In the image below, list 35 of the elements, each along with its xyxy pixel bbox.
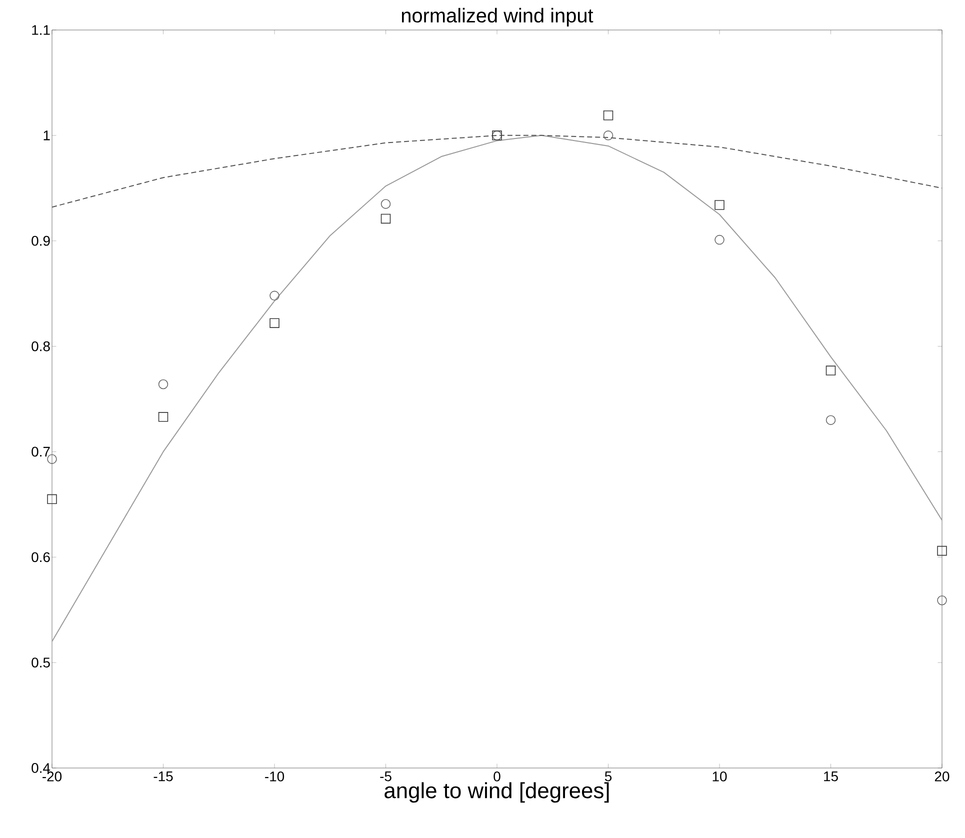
point: [603, 130, 614, 140]
y-tick-label: 0.4: [32, 763, 50, 773]
x-tick-label: 20: [934, 772, 950, 782]
chart-title: normalized wind input: [402, 8, 594, 27]
point: [270, 318, 280, 328]
point: [158, 412, 168, 422]
point: [714, 234, 724, 245]
point: [380, 214, 391, 224]
x-tick-label: 15: [824, 772, 838, 782]
y-tick-label: 0.8: [32, 341, 50, 352]
point: [937, 546, 947, 556]
point: [47, 494, 57, 504]
y-tick-label: 0.5: [32, 658, 50, 668]
x-tick-label: 5: [604, 772, 612, 782]
y-tick-label: 0.6: [32, 552, 50, 562]
point: [826, 366, 836, 376]
x-axis-title: angle to wind [degrees]: [384, 782, 609, 803]
x-tick-label: -10: [265, 772, 284, 782]
point: [380, 199, 391, 209]
x-tick-label: 10: [712, 772, 727, 782]
y-tick-label: 0.7: [32, 446, 50, 457]
point: [714, 200, 724, 210]
x-tick-label: -5: [380, 772, 392, 782]
y-tick-label: 1: [44, 130, 50, 140]
point: [270, 290, 280, 301]
y-tick-label: 1.1: [32, 25, 50, 35]
point: [937, 595, 947, 606]
point: [158, 379, 168, 390]
line-series: [52, 134, 942, 642]
x-tick-label: -15: [154, 772, 173, 782]
x-tick-label: 0: [494, 772, 500, 782]
point: [826, 415, 836, 425]
point: [603, 110, 614, 120]
y-tick-label: 0.9: [32, 236, 50, 246]
x-tick-label: -20: [42, 772, 62, 782]
